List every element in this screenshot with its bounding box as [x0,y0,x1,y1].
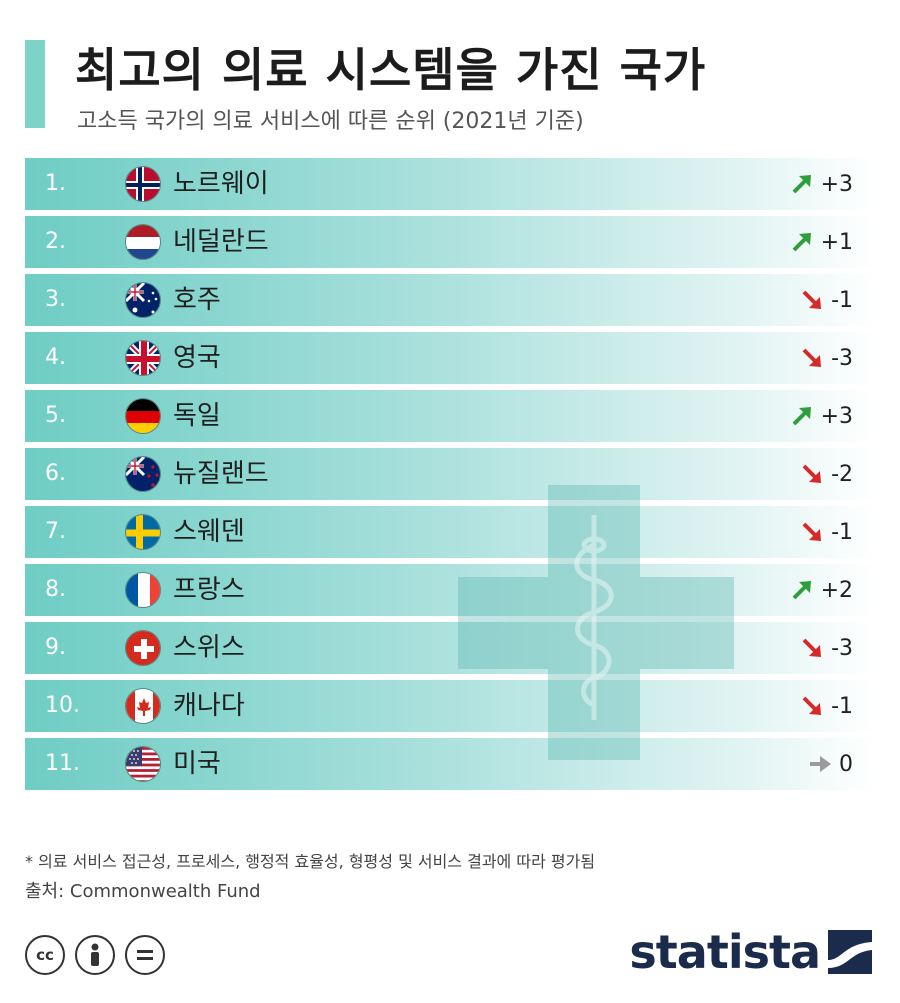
arrow-right-icon [810,756,831,772]
france-flag-icon [125,572,161,608]
arrow-up-right-icon [792,407,811,426]
rank-change: -3 [799,332,853,384]
arrow-up-right-icon [792,233,811,252]
rank-change: +3 [789,390,853,442]
brand-name: statista [629,925,821,979]
australia-flag-icon [125,282,161,318]
country-name: 노르웨이 [173,169,269,199]
arrow-up-right-icon [792,175,811,194]
statista-mark-icon [828,930,872,974]
arrow-up-right-icon [792,581,811,600]
cc-icon[interactable]: cc [25,935,65,975]
footnote: * 의료 서비스 접근성, 프로세스, 행정적 효율성, 형평성 및 서비스 결… [25,852,596,871]
arrow-down-right-icon [802,290,822,309]
table-row: 8. 프랑스 +2 [25,564,875,616]
table-row: 1. 노르웨이 +3 [25,158,875,210]
switzerland-flag-icon [125,630,161,666]
table-row: 7. 스웨덴 -1 [25,506,875,558]
rank-label: 2. [45,229,66,254]
rank-label: 4. [45,345,66,370]
table-row: 10. 캐나다 -1 [25,680,875,732]
rank-change: +3 [789,158,853,210]
rank-change: -2 [799,448,853,500]
canada-flag-icon [125,688,161,724]
license-icons: cc [25,935,165,975]
country-name: 네덜란드 [173,227,269,257]
country-name: 캐나다 [173,691,245,721]
rank-label: 9. [45,635,66,660]
arrow-down-right-icon [802,464,822,483]
chart-subtitle: 고소득 국가의 의료 서비스에 따른 순위 (2021년 기준) [77,109,584,134]
person-icon[interactable] [75,935,115,975]
arrow-down-right-icon [802,638,822,657]
change-value: +3 [820,403,853,429]
change-value: +3 [820,171,853,197]
title-accent-bar [25,40,45,128]
rank-change: -1 [799,274,853,326]
country-name: 스위스 [173,633,245,663]
arrow-down-right-icon [802,348,822,367]
rank-label: 6. [45,461,66,486]
germany-flag-icon [125,398,161,434]
norway-flag-icon [125,166,161,202]
rank-change: -3 [799,622,853,674]
usa-flag-icon [125,746,161,782]
country-name: 프랑스 [173,575,245,605]
table-row: 5. 독일 +3 [25,390,875,442]
chart-title: 최고의 의료 시스템을 가진 국가 [75,43,707,97]
sweden-flag-icon [125,514,161,550]
arrow-down-right-icon [802,522,822,541]
table-row: 6. 뉴질랜드 -2 [25,448,875,500]
rank-label: 1. [45,171,66,196]
arrow-down-right-icon [802,696,822,715]
rank-label: 3. [45,287,66,312]
table-row: 9. 스위스 -3 [25,622,875,674]
country-name: 독일 [173,401,221,431]
table-row: 4. 영국 -3 [25,332,875,384]
rank-change: -1 [799,506,853,558]
change-value: +1 [820,229,853,255]
statista-logo[interactable]: statista [629,925,872,979]
country-name: 영국 [173,343,221,373]
country-name: 뉴질랜드 [173,459,269,489]
change-value: -1 [831,519,853,545]
uk-flag-icon [125,340,161,376]
table-row: 2. 네덜란드 +1 [25,216,875,268]
rank-change: +1 [789,216,853,268]
rank-change: 0 [807,738,853,790]
rank-change: +2 [789,564,853,616]
country-name: 스웨덴 [173,517,245,547]
country-name: 미국 [173,749,221,779]
rank-change: -1 [799,680,853,732]
table-row: 11. 미국 0 [25,738,875,790]
newzealand-flag-icon [125,456,161,492]
change-value: -3 [831,345,853,371]
country-name: 호주 [173,285,221,315]
rank-label: 5. [45,403,66,428]
change-value: -2 [831,461,853,487]
rank-label: 8. [45,577,66,602]
rank-label: 7. [45,519,66,544]
change-value: -1 [831,287,853,313]
change-value: +2 [820,577,853,603]
rank-label: 10. [45,693,80,718]
equals-icon[interactable] [125,935,165,975]
source-note: 출처: Commonwealth Fund [25,881,261,902]
rank-label: 11. [45,751,80,776]
change-value: -1 [831,693,853,719]
table-row: 3. 호주 -1 [25,274,875,326]
netherlands-flag-icon [125,224,161,260]
change-value: 0 [839,751,853,777]
change-value: -3 [831,635,853,661]
